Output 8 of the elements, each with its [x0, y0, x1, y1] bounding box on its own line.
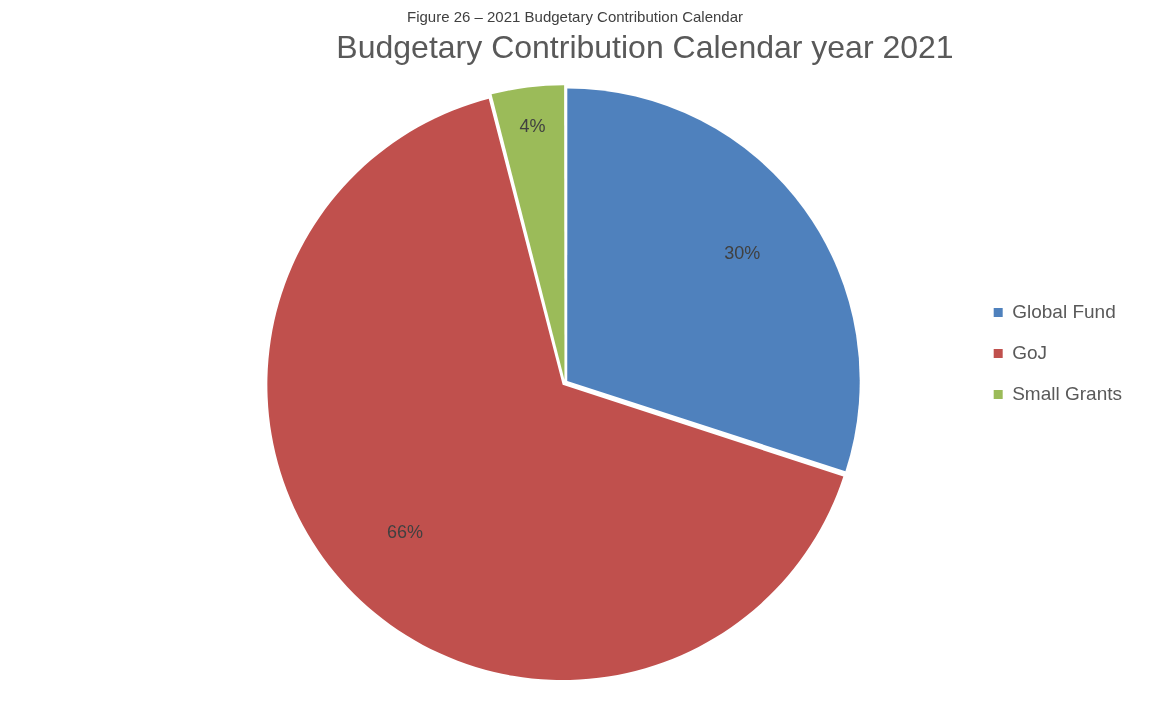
- chart-title: Budgetary Contribution Calendar year 2021: [336, 29, 954, 66]
- legend-label: GoJ: [1012, 341, 1048, 363]
- caption: Figure 26 – 2021 Budgetary Contribution Calendar: [405, 8, 745, 26]
- legend-label: Global Fund: [1012, 300, 1116, 322]
- legend-label: Small Grants: [1012, 382, 1123, 404]
- data-label: 66%: [387, 521, 424, 542]
- data-label: 30%: [724, 242, 761, 263]
- data-label: 4%: [519, 116, 546, 137]
